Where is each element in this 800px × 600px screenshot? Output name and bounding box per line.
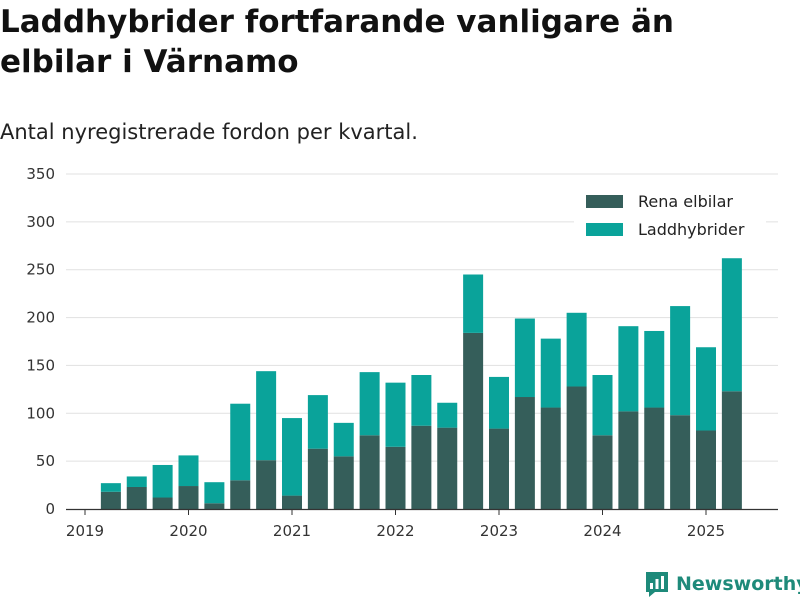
bar-rena-elbilar xyxy=(566,386,587,509)
bar-rena-elbilar xyxy=(670,415,691,509)
newsworthy-logo-icon xyxy=(646,572,668,597)
bar-laddhybrider xyxy=(100,483,121,492)
y-tick-label: 0 xyxy=(45,500,55,518)
bar-rena-elbilar xyxy=(126,486,147,509)
bar-laddhybrider xyxy=(644,330,665,408)
bar-rena-elbilar xyxy=(514,397,535,509)
bar-laddhybrider xyxy=(204,482,225,504)
x-tick-label: 2025 xyxy=(687,522,725,540)
bar-laddhybrider xyxy=(463,274,484,333)
bar-laddhybrider xyxy=(411,375,432,426)
bar-laddhybrider xyxy=(385,382,406,447)
bar-rena-elbilar xyxy=(100,491,121,509)
bar-laddhybrider xyxy=(152,464,173,498)
bar-laddhybrider xyxy=(721,258,742,392)
bar-rena-elbilar xyxy=(618,411,639,509)
bar-laddhybrider xyxy=(540,338,561,408)
y-tick-label: 300 xyxy=(26,213,55,231)
bar-laddhybrider xyxy=(126,476,147,487)
bar-rena-elbilar xyxy=(333,456,354,509)
legend-label: Laddhybrider xyxy=(638,220,745,239)
bar-rena-elbilar xyxy=(152,497,173,509)
y-tick-label: 200 xyxy=(26,309,55,327)
legend: Rena elbilar Laddhybrider xyxy=(574,183,766,245)
bar-rena-elbilar xyxy=(256,460,277,509)
bar-rena-elbilar xyxy=(204,503,225,509)
x-tick-label: 2021 xyxy=(273,522,311,540)
y-tick-label: 250 xyxy=(26,261,55,279)
y-tick-label: 150 xyxy=(26,356,55,374)
bar-laddhybrider xyxy=(256,371,277,461)
bar-laddhybrider xyxy=(514,318,535,398)
bar-rena-elbilar xyxy=(282,495,302,509)
x-axis: 2019 2020 2021 2022 2023 2024 2025 xyxy=(66,508,778,540)
bar-laddhybrider xyxy=(333,422,354,457)
bar-rena-elbilar xyxy=(696,430,716,509)
y-tick-label: 100 xyxy=(26,404,55,422)
y-tick-label: 50 xyxy=(36,452,55,470)
bar-laddhybrider xyxy=(437,402,458,428)
bar-rena-elbilar xyxy=(411,425,432,509)
bar-rena-elbilar xyxy=(385,446,406,509)
bar-rena-elbilar xyxy=(489,428,509,509)
bar-rena-elbilar xyxy=(540,407,561,509)
bar-rena-elbilar xyxy=(307,448,328,509)
y-axis-ticks: 0 50 100 150 200 250 300 350 xyxy=(26,165,55,518)
bar-rena-elbilar xyxy=(437,427,458,509)
x-tick-label: 2019 xyxy=(66,522,104,540)
chart-subtitle: Antal nyregistrerade fordon per kvartal. xyxy=(0,120,418,144)
bar-laddhybrider xyxy=(307,395,328,449)
bars xyxy=(100,258,742,509)
bar-laddhybrider xyxy=(282,418,302,496)
bar-laddhybrider xyxy=(592,375,613,436)
bar-rena-elbilar xyxy=(463,332,484,509)
y-tick-label: 350 xyxy=(26,165,55,183)
chart-title: Laddhybrider fortfarande vanligare än el… xyxy=(0,4,674,80)
bar-laddhybrider xyxy=(489,376,509,429)
bar-rena-elbilar xyxy=(230,480,251,509)
x-tick-label: 2023 xyxy=(480,522,518,540)
bar-rena-elbilar xyxy=(592,435,613,509)
bar-laddhybrider xyxy=(696,347,716,431)
bar-rena-elbilar xyxy=(178,486,199,509)
bar-laddhybrider xyxy=(670,306,691,416)
x-tick-label: 2022 xyxy=(376,522,414,540)
legend-label: Rena elbilar xyxy=(638,192,733,211)
bar-rena-elbilar xyxy=(721,391,742,509)
brand-name: Newsworthy xyxy=(676,573,800,595)
legend-swatch xyxy=(586,223,623,236)
legend-swatch xyxy=(586,195,623,208)
brand-logo: Newsworthy xyxy=(644,568,800,600)
bar-laddhybrider xyxy=(178,455,199,487)
bar-rena-elbilar xyxy=(359,435,380,509)
bar-laddhybrider xyxy=(359,372,380,436)
bar-laddhybrider xyxy=(566,312,587,387)
bar-laddhybrider xyxy=(618,326,639,412)
bar-rena-elbilar xyxy=(644,407,665,509)
bar-laddhybrider xyxy=(230,403,251,481)
x-tick-label: 2020 xyxy=(169,522,207,540)
x-tick-label: 2024 xyxy=(583,522,621,540)
